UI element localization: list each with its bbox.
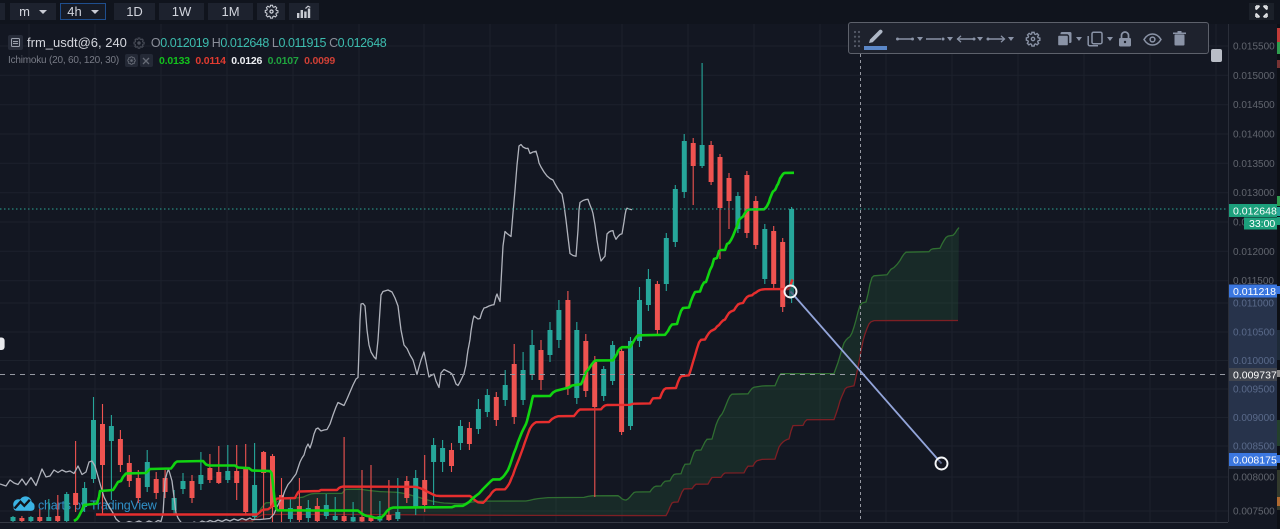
svg-text:0.011218: 0.011218 — [1233, 286, 1276, 298]
svg-text:0.009000: 0.009000 — [1233, 413, 1275, 424]
svg-text:0.012648: 0.012648 — [1233, 205, 1277, 217]
svg-text:0.010000: 0.010000 — [1233, 356, 1275, 367]
svg-text:0.009737: 0.009737 — [1233, 369, 1277, 381]
svg-text:33:00: 33:00 — [1249, 218, 1275, 230]
svg-text:0.013500: 0.013500 — [1233, 159, 1275, 170]
svg-text:0.009500: 0.009500 — [1233, 385, 1275, 396]
svg-text:0.010500: 0.010500 — [1233, 328, 1275, 339]
svg-text:0.008175: 0.008175 — [1233, 454, 1277, 466]
svg-text:0.015000: 0.015000 — [1233, 71, 1275, 82]
svg-text:0.011000: 0.011000 — [1233, 299, 1274, 310]
svg-text:0.008000: 0.008000 — [1233, 473, 1275, 484]
svg-text:0.012000: 0.012000 — [1233, 247, 1275, 258]
svg-text:0.008500: 0.008500 — [1233, 442, 1275, 453]
svg-text:0.007500: 0.007500 — [1233, 507, 1275, 518]
svg-text:0.013000: 0.013000 — [1233, 188, 1275, 199]
svg-text:0.014000: 0.014000 — [1233, 130, 1275, 141]
svg-text:0.014500: 0.014500 — [1233, 100, 1275, 111]
svg-text:0.011500: 0.011500 — [1233, 276, 1274, 287]
svg-text:0.015500: 0.015500 — [1233, 42, 1275, 53]
